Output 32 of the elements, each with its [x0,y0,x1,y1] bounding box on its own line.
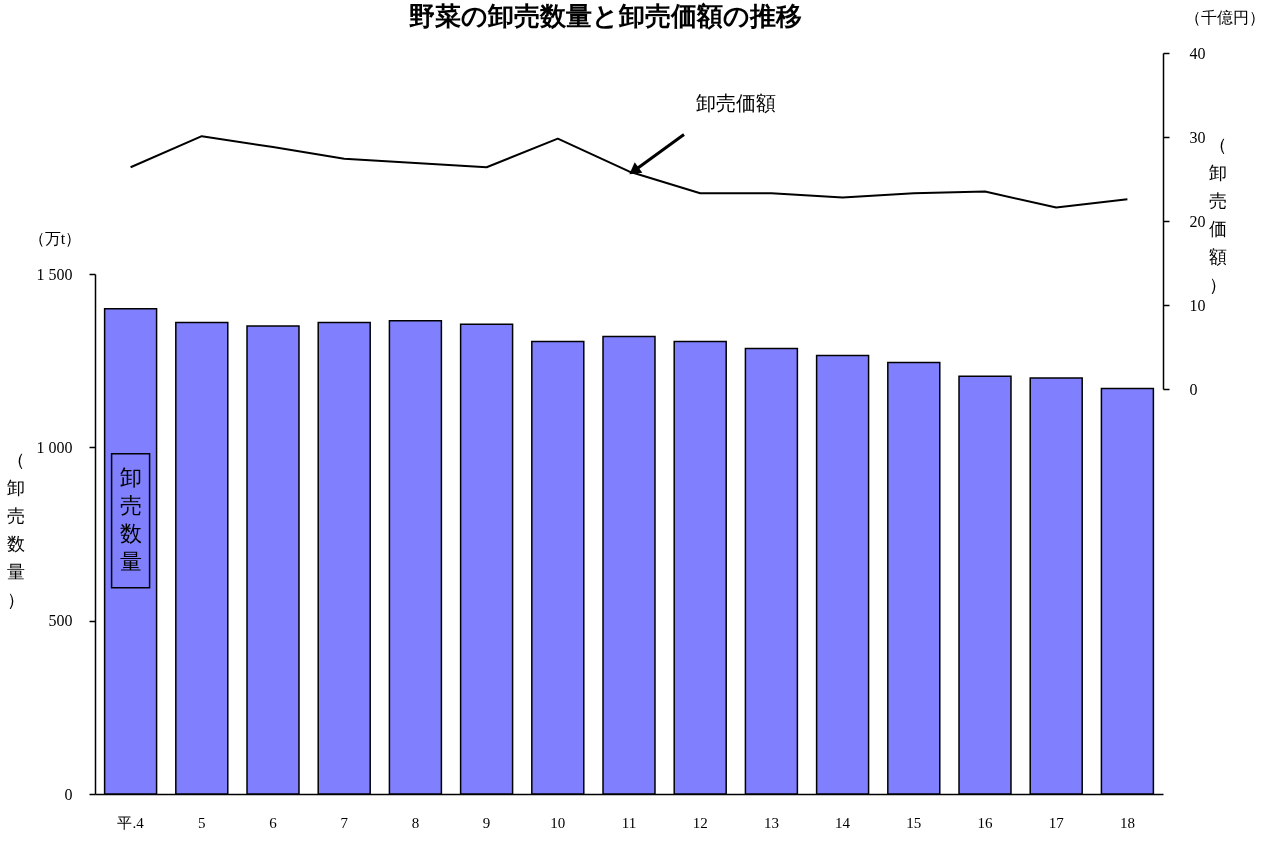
x-tick-label: 17 [1048,814,1065,831]
x-tick-label: 18 [1119,814,1135,831]
x-tick-label: 10 [550,814,566,831]
y2-tick-label: 10 [1189,296,1206,314]
x-tick-label: 11 [621,814,637,831]
y-axis-title: （卸売数量） [6,449,25,610]
series-label: 卸売数量 [119,464,142,574]
x-tick-label: 15 [906,814,922,831]
y-tick-label: 0 [64,785,73,803]
y2-tick-label: 20 [1189,212,1206,230]
x-tick-label: 平.4 [117,814,145,831]
text: （万t） [28,230,82,247]
chart-title: 野菜の卸売数量と卸売価額の推移 [408,1,802,31]
line-series [129,135,1129,209]
y-tick-label: 500 [48,612,73,630]
x-tick-label: 9 [482,814,491,831]
y2-axis-title: （卸売価額） [1208,134,1227,295]
x-tick-label: 6 [269,814,278,831]
y2-tick-label: 0 [1189,380,1198,398]
y-tick-label: 1 000 [36,438,73,456]
y2-tick-label: 40 [1189,44,1206,62]
x-tick-label: 8 [411,814,420,831]
x-tick-label: 12 [692,814,708,831]
x-tick-label: 7 [340,814,349,831]
x-tick-label: 16 [977,814,993,831]
y2-tick-label: 30 [1189,128,1206,146]
y-tick-label: 1 500 [36,265,73,283]
x-tick-label: 13 [763,814,779,831]
x-tick-label: 14 [835,814,851,831]
text: （千億円） [1185,9,1265,26]
text: 卸売価額 [696,92,776,115]
x-tick-label: 5 [198,814,206,831]
